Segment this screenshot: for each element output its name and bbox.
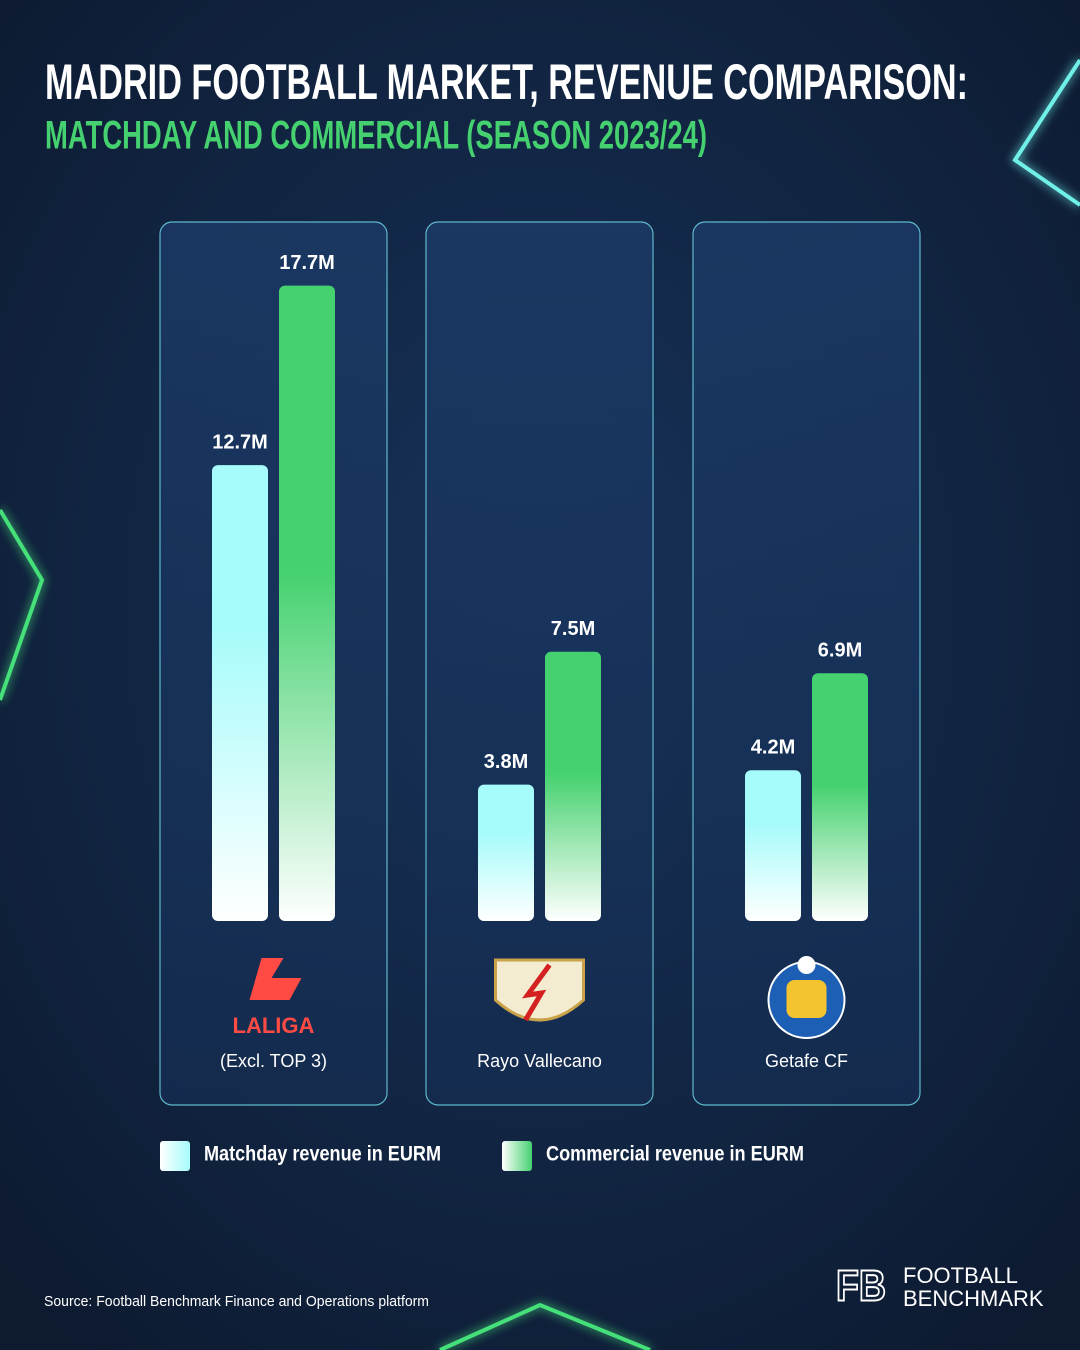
legend-swatch	[502, 1141, 532, 1171]
neon-line	[439, 1302, 651, 1350]
neon-line	[0, 508, 45, 701]
legend-swatch	[160, 1141, 190, 1171]
x-tick-label: Rayo Vallecano	[477, 1051, 602, 1071]
value-label: 12.7M	[212, 431, 268, 453]
x-tick-label: (Excl. TOP 3)	[220, 1051, 327, 1071]
legend-label: Commercial revenue in EURM	[546, 1143, 804, 1166]
bar	[212, 465, 268, 921]
bar	[279, 285, 335, 921]
panels: LALIGA (Excl. TOP 3) Rayo Vallecano Getafe …	[159, 221, 921, 1106]
brand-line: BENCHMARK	[903, 1286, 1044, 1311]
bar	[545, 651, 601, 921]
neon-line	[1012, 58, 1080, 207]
value-label: 7.5M	[551, 618, 595, 640]
bar	[812, 673, 868, 921]
source: Source: Football Benchmark Finance and O…	[44, 1293, 429, 1310]
legend-label: Matchday revenue in EURM	[204, 1143, 441, 1166]
brand-line: FOOTBALL	[903, 1263, 1018, 1288]
title: MADRID FOOTBALL MARKET, REVENUE COMPARIS…	[45, 54, 968, 110]
brand-mark: FB	[836, 1262, 886, 1311]
logo	[249, 958, 302, 1000]
bar	[745, 770, 801, 921]
decoration	[0, 58, 1080, 1350]
logo-text: LALIGA	[233, 1013, 315, 1038]
value-label: 17.7M	[279, 252, 335, 274]
value-label: 3.8M	[484, 751, 528, 773]
x-tick-label: Getafe CF	[765, 1051, 848, 1071]
value-label: 4.2M	[751, 737, 795, 759]
plot: 12.7M 17.7M 3.8M 7.5M 4.2M 6.9M	[212, 252, 868, 921]
logo	[494, 958, 585, 1022]
logo-stripe	[521, 963, 552, 1022]
logo-ball	[797, 956, 816, 974]
bar	[478, 784, 534, 921]
value-label: 6.9M	[818, 640, 862, 662]
subtitle: MATCHDAY AND COMMERCIAL (SEASON 2023/24)	[45, 114, 707, 158]
logo-shield	[786, 980, 827, 1018]
